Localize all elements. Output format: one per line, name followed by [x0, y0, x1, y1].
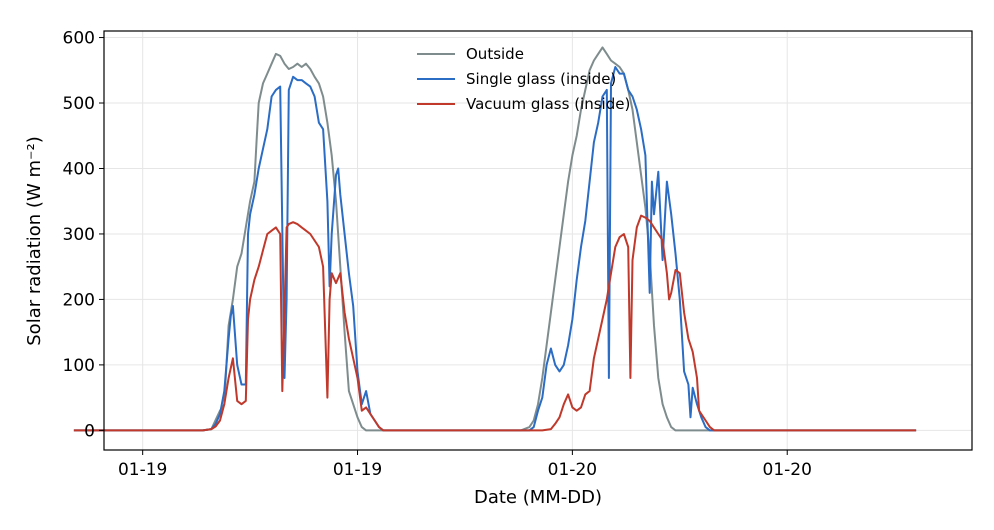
series-line-1 — [73, 66, 917, 432]
y-tick-label: 300 — [63, 225, 95, 245]
legend-label-0: Outside — [466, 45, 524, 63]
x-axis-label: Date (MM-DD) — [474, 487, 602, 508]
y-tick-label: 100 — [63, 356, 95, 376]
y-tick-label: 0 — [84, 421, 95, 441]
grid — [104, 31, 972, 450]
x-tick-label: 01-20 — [763, 460, 812, 480]
legend-label-2: Vacuum glass (inside) — [466, 95, 630, 113]
series-layer — [73, 46, 917, 432]
x-tick-label: 01-20 — [548, 460, 597, 480]
x-tick-label: 01-19 — [333, 460, 382, 480]
y-tick-label: 500 — [63, 94, 95, 114]
legend: Outside Single glass (inside) Vacuum glass… — [417, 45, 630, 113]
series-line-2 — [73, 214, 917, 432]
x-tick-label: 01-19 — [118, 460, 167, 480]
y-tick-label: 200 — [63, 290, 95, 310]
legend-label-1: Single glass (inside) — [466, 70, 616, 88]
x-axis-ticks: 01-19 01-19 01-20 01-20 — [118, 450, 812, 480]
y-tick-label: 600 — [63, 29, 95, 49]
y-axis-ticks: 0 100 200 300 400 500 600 — [63, 29, 104, 441]
plot-frame — [103, 30, 973, 451]
y-tick-label: 400 — [63, 159, 95, 179]
y-axis-label: Solar radiation (W m⁻²) — [24, 136, 45, 346]
